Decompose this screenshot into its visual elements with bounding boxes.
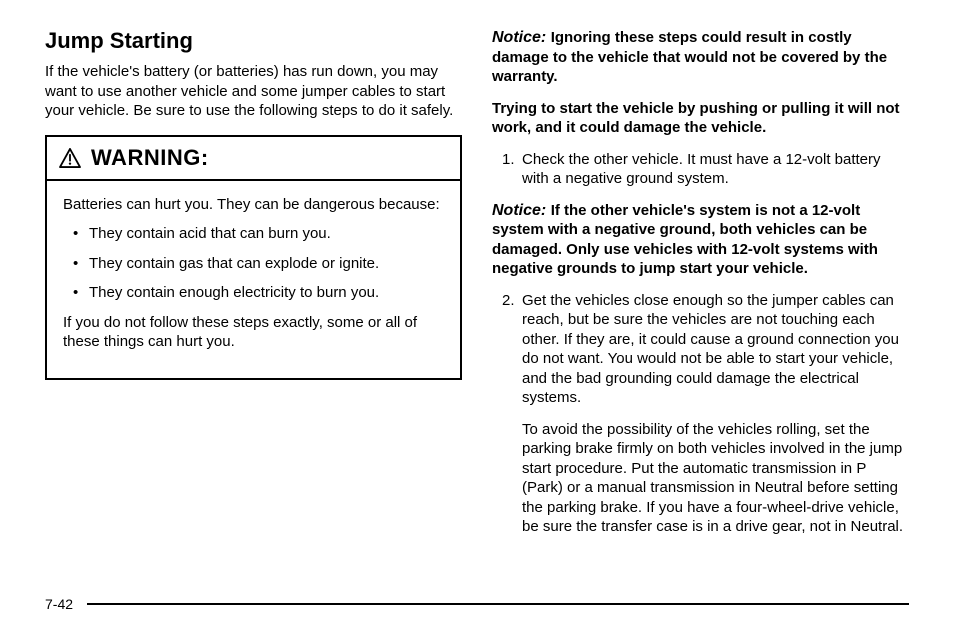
- warning-outro: If you do not follow these steps exactly…: [63, 313, 444, 352]
- notice-block: Notice: If the other vehicle's system is…: [492, 201, 909, 279]
- notice-label: Notice:: [492, 202, 546, 219]
- warning-intro: Batteries can hurt you. They can be dang…: [63, 195, 444, 215]
- warning-bullet: They contain gas that can explode or ign…: [63, 254, 444, 274]
- two-column-layout: Jump Starting If the vehicle's battery (…: [45, 28, 909, 549]
- list-item: Get the vehicles close enough so the jum…: [492, 291, 909, 408]
- warning-header: WARNING:: [47, 137, 460, 181]
- list-item: Check the other vehicle. It must have a …: [492, 150, 909, 189]
- numbered-list-part1: Check the other vehicle. It must have a …: [492, 150, 909, 189]
- warning-bullet: They contain enough electricity to burn …: [63, 283, 444, 303]
- warning-box: WARNING: Batteries can hurt you. They ca…: [45, 135, 462, 380]
- warning-bullet-list: They contain acid that can burn you. The…: [63, 224, 444, 303]
- warning-bullet: They contain acid that can burn you.: [63, 224, 444, 244]
- left-column: Jump Starting If the vehicle's battery (…: [45, 28, 462, 549]
- bold-paragraph: Trying to start the vehicle by pushing o…: [492, 99, 909, 138]
- warning-body: Batteries can hurt you. They can be dang…: [47, 181, 460, 378]
- notice-text: Ignoring these steps could result in cos…: [492, 29, 887, 85]
- page-number: 7-42: [45, 596, 73, 612]
- notice-text: If the other vehicle's system is not a 1…: [492, 202, 878, 278]
- intro-paragraph: If the vehicle's battery (or batteries) …: [45, 62, 462, 121]
- warning-title: WARNING:: [91, 145, 209, 171]
- right-column: Notice: Ignoring these steps could resul…: [492, 28, 909, 549]
- numbered-list-part2: Get the vehicles close enough so the jum…: [492, 291, 909, 408]
- notice-block: Notice: Ignoring these steps could resul…: [492, 28, 909, 87]
- notice-label: Notice:: [492, 29, 546, 46]
- page-footer: 7-42: [45, 596, 909, 612]
- warning-triangle-icon: [59, 148, 81, 168]
- footer-rule: [87, 603, 909, 605]
- section-heading: Jump Starting: [45, 28, 462, 54]
- list-continuation-paragraph: To avoid the possibility of the vehicles…: [492, 420, 909, 537]
